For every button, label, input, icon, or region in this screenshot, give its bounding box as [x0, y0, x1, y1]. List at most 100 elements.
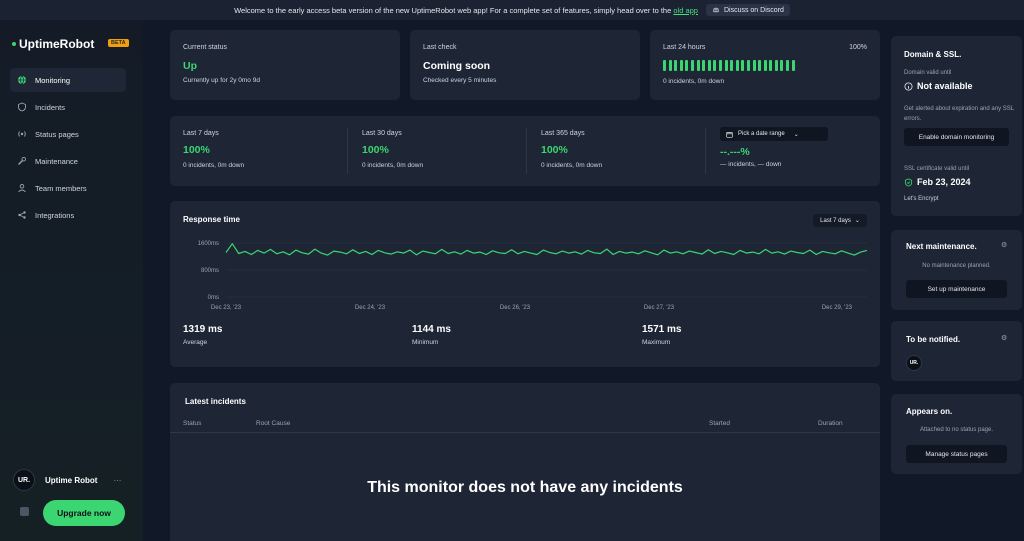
discord-button[interactable]: Discuss on Discord — [705, 4, 790, 16]
chevron-down-icon: ⌄ — [854, 218, 860, 224]
upgrade-button[interactable]: Upgrade now — [43, 500, 125, 526]
column-header-started: Started — [709, 420, 730, 427]
no-maintenance-text: No maintenance planned. — [922, 263, 991, 269]
domain-valid-label: Domain valid until — [904, 70, 952, 76]
uptime-bar[interactable] — [791, 60, 795, 71]
last-24-hours-card: Last 24 hours 100% 0 incidents, 0m down — [650, 30, 880, 100]
uptime-bar[interactable] — [780, 60, 784, 71]
appears-on-card: Appears on. Attached to no status page. … — [891, 394, 1022, 474]
uptime-bar[interactable] — [668, 60, 672, 71]
sidebar-item-team-members[interactable]: Team members — [10, 176, 126, 200]
uptime-bar[interactable] — [730, 60, 734, 71]
range-select[interactable]: Last 7 days ⌄ — [813, 214, 867, 227]
period-label: Last 365 days — [541, 130, 585, 137]
stat-average: 1319 ms Average — [183, 324, 222, 346]
uptime-bar[interactable] — [685, 60, 689, 71]
shield-icon — [18, 102, 26, 112]
uptime-bar[interactable] — [741, 60, 745, 71]
range-label: Last 7 days — [820, 217, 851, 224]
user-name: Uptime Robot — [45, 475, 98, 485]
more-icon[interactable]: ··· — [113, 475, 122, 485]
response-time-line[interactable] — [225, 243, 868, 256]
sidebar-item-integrations[interactable]: Integrations — [10, 203, 126, 227]
avatar[interactable]: UR. — [906, 355, 922, 371]
uptime-bar[interactable] — [774, 60, 778, 71]
ssl-valid-text: Feb 23, 2024 — [917, 177, 971, 187]
column-header-root-cause: Root Cause — [256, 420, 291, 427]
divider — [170, 432, 880, 433]
uptime-bar[interactable] — [663, 60, 666, 71]
last-24-hours-label: Last 24 hours — [663, 44, 706, 51]
sidebar-item-label: Integrations — [35, 210, 75, 220]
no-incidents-message: This monitor does not have any incidents — [367, 479, 683, 496]
uptime-bar[interactable] — [752, 60, 756, 71]
uptime-bar[interactable] — [674, 60, 678, 71]
period-value: 100% — [362, 144, 389, 156]
next-maintenance-title: Next maintenance. — [906, 242, 977, 251]
period-7-days: Last 7 days 100% 0 incidents, 0m down — [183, 130, 244, 169]
collapse-sidebar-icon[interactable] — [20, 507, 29, 516]
uptime-bars — [663, 60, 795, 71]
date-range-label: Pick a date range — [738, 131, 785, 137]
divider — [705, 128, 706, 174]
uptime-bar[interactable] — [679, 60, 683, 71]
uptime-bar[interactable] — [707, 60, 711, 71]
uptime-bar[interactable] — [690, 60, 694, 71]
sidebar-item-incidents[interactable]: Incidents — [10, 95, 126, 119]
last-check-label: Last check — [423, 44, 457, 51]
uptime-bar[interactable] — [786, 60, 790, 71]
uptime-bar[interactable] — [696, 60, 700, 71]
set-up-maintenance-button[interactable]: Set up maintenance — [906, 280, 1007, 298]
enable-domain-monitoring-button[interactable]: Enable domain monitoring — [904, 128, 1009, 146]
avatar: UR. — [13, 469, 35, 491]
shield-check-icon — [904, 177, 913, 187]
logo-dot-icon — [12, 42, 16, 46]
broadcast-icon — [18, 131, 26, 137]
domain-valid-text: Not available — [917, 81, 973, 91]
sidebar-item-monitoring[interactable]: Monitoring — [10, 68, 126, 92]
date-range-picker[interactable]: Pick a date range ⌄ — [720, 127, 828, 141]
period-label: Last 7 days — [183, 130, 219, 137]
y-tick-label: 0ms — [208, 295, 219, 301]
sidebar-item-label: Incidents — [35, 102, 66, 112]
x-tick-label: Dec 23, '23 — [211, 305, 242, 311]
response-time-card: Response time Last 7 days ⌄ 1600ms 800ms 0… — [170, 201, 880, 367]
uptime-bar[interactable] — [718, 60, 722, 71]
sidebar-nav: Monitoring Incidents Status pages Mainte… — [10, 68, 126, 230]
x-tick-label: Dec 26, '23 — [500, 305, 531, 311]
uptime-bar[interactable] — [735, 60, 739, 71]
banner-message: Welcome to the early access beta version… — [234, 5, 672, 15]
uptime-bar[interactable] — [702, 60, 706, 71]
user-menu[interactable]: UR. Uptime Robot ··· — [13, 469, 121, 491]
appears-on-title: Appears on. — [906, 407, 953, 416]
logo[interactable]: UptimeRobot — [12, 37, 94, 51]
manage-status-pages-button[interactable]: Manage status pages — [906, 445, 1007, 463]
user-icon — [18, 184, 26, 193]
gear-icon[interactable]: ⚙ — [1001, 335, 1008, 342]
last-24-hours-percent: 100% — [849, 44, 867, 51]
next-maintenance-card: Next maintenance. ⚙ No maintenance plann… — [891, 230, 1022, 310]
uptime-bar[interactable] — [746, 60, 750, 71]
uptime-bar[interactable] — [763, 60, 767, 71]
banner-text: Welcome to the early access beta version… — [234, 6, 698, 15]
period-365-days: Last 365 days 100% 0 incidents, 0m down — [541, 130, 602, 169]
stat-value: 1571 ms — [642, 324, 682, 335]
gear-icon[interactable]: ⚙ — [1001, 242, 1008, 249]
sidebar-item-label: Monitoring — [35, 75, 71, 85]
uptime-bar[interactable] — [769, 60, 773, 71]
uptime-bar[interactable] — [713, 60, 717, 71]
logo-text: UptimeRobot — [19, 37, 95, 51]
uptime-bar[interactable] — [724, 60, 728, 71]
current-status-sub: Currently up for 2y 0mo 9d — [183, 77, 260, 84]
period-sub: 0 incidents, 0m down — [183, 162, 245, 169]
stat-value: 1144 ms — [412, 324, 451, 335]
domain-ssl-title: Domain & SSL. — [904, 50, 962, 59]
sidebar-item-status-pages[interactable]: Status pages — [10, 122, 126, 146]
stat-label: Minimum — [412, 339, 439, 346]
domain-valid-value: Not available — [904, 81, 973, 91]
sidebar-item-maintenance[interactable]: Maintenance — [10, 149, 126, 173]
uptime-bar[interactable] — [758, 60, 762, 71]
divider — [347, 128, 348, 174]
old-app-link[interactable]: old app — [673, 5, 698, 15]
period-sub: 0 incidents, 0m down — [362, 162, 424, 169]
